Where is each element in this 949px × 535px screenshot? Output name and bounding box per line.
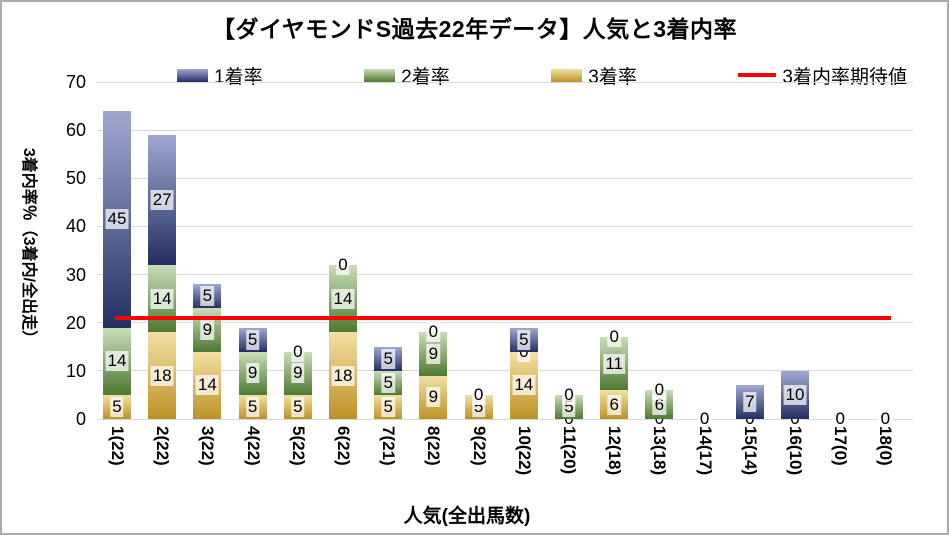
x-category-text: 17(0) xyxy=(831,426,851,466)
y-tick-label: 0 xyxy=(75,409,86,429)
legend-item-3rd-rate: 3着率 xyxy=(551,62,637,89)
data-label-3着率-5(22): 5 xyxy=(291,396,305,417)
x-category-text: 16(10) xyxy=(786,426,805,476)
legend-swatch-3rd-rate-icon xyxy=(551,68,583,82)
data-label-2着率-12(18): 11 xyxy=(603,353,626,374)
gridline-y-70 xyxy=(97,81,913,83)
data-label-1着率-12(18): 0 xyxy=(607,327,621,348)
legend-label-3rd-rate: 3着率 xyxy=(588,66,637,88)
x-category-text: 18(0) xyxy=(876,426,896,466)
x-category-text: 6(22) xyxy=(334,426,353,466)
data-label-3着率-12(18): 6 xyxy=(607,394,621,415)
data-label-1着率-13(18): 0 xyxy=(652,380,667,401)
legend-item-expected-line: 3着内率期待値 xyxy=(738,62,907,89)
data-label-3着率-6(22): 18 xyxy=(331,365,355,386)
gridline-y-50 xyxy=(97,177,913,179)
data-label-1着率-11(20): 0 xyxy=(562,384,576,405)
y-axis-title: 3着内率％（3着内/全出走） xyxy=(20,147,37,347)
data-label-3着率-10(22): 14 xyxy=(512,375,536,396)
legend-label-2nd-rate: 2着率 xyxy=(401,66,450,88)
data-label-1着率-1(22): 45 xyxy=(105,209,129,230)
x-category-text: 7(21) xyxy=(379,426,399,466)
gridline-y-30 xyxy=(97,274,913,276)
legend-swatch-2nd-rate-icon xyxy=(364,68,396,82)
x-category-text: 5(22) xyxy=(288,426,308,466)
x-category-text: 10(22) xyxy=(514,426,534,476)
x-category-text: 2(22) xyxy=(153,426,173,466)
x-category-text: 9(22) xyxy=(469,426,489,466)
data-label-1着率-4(22): 5 xyxy=(245,329,260,350)
data-label-3着率-3(22): 14 xyxy=(195,375,219,396)
y-tick-label: 60 xyxy=(65,120,86,141)
data-label-2着率-3(22): 9 xyxy=(200,319,215,340)
data-label-1着率-6(22): 0 xyxy=(336,254,350,275)
data-label-3着率-1(22): 5 xyxy=(110,396,124,417)
data-label-3着率-8(22): 9 xyxy=(426,387,441,408)
x-category-text: 3(22) xyxy=(198,426,218,466)
expected-value-line xyxy=(115,315,892,320)
data-label-1着率-17(0): 0 xyxy=(833,409,847,429)
x-category-text: 13(18) xyxy=(650,426,670,476)
data-label-3着率-2(22): 18 xyxy=(150,365,174,386)
data-label-2着率-4(22): 9 xyxy=(245,363,260,384)
data-label-2着率-8(22): 9 xyxy=(426,344,441,364)
gridline-y-40 xyxy=(97,225,913,227)
legend-expected-line-icon xyxy=(738,73,777,77)
legend-label-expected-line: 3着内率期待値 xyxy=(782,66,907,88)
y-tick-label: 40 xyxy=(65,216,86,237)
data-label-1着率-10(22): 5 xyxy=(517,329,531,350)
y-tick-label: 50 xyxy=(65,168,86,189)
data-label-1着率-9(22): 0 xyxy=(471,384,486,405)
x-category-text: 4(22) xyxy=(243,426,263,466)
data-label-1着率-8(22): 0 xyxy=(426,322,441,343)
legend-item-1st-rate: 1着率 xyxy=(177,62,263,89)
legend-swatch-1st-rate-icon xyxy=(177,68,208,82)
y-tick-label: 20 xyxy=(65,312,86,333)
x-axis-title: 人気(全出馬数) xyxy=(403,506,531,527)
data-label-1着率-15(14): 7 xyxy=(743,392,757,413)
data-label-2着率-5(22): 9 xyxy=(291,363,305,384)
legend-item-2nd-rate: 2着率 xyxy=(364,62,450,89)
x-category-text: 12(18) xyxy=(605,426,625,476)
data-label-3着率-4(22): 5 xyxy=(245,396,260,417)
legend: 1着率 2着率 3着率 3着内率期待値 xyxy=(177,62,907,88)
data-label-2着率-7(21): 5 xyxy=(381,372,395,393)
x-category-text: 11(20) xyxy=(560,426,579,475)
y-tick-label: 30 xyxy=(65,264,86,285)
data-label-3着率-7(21): 5 xyxy=(381,396,395,417)
y-tick-label: 10 xyxy=(65,360,86,381)
chart-title: 【ダイヤモンドS過去22年データ】人気と3着内率 xyxy=(211,16,738,42)
y-tick-label: 70 xyxy=(65,72,86,92)
gridline-y-0 xyxy=(97,418,913,420)
x-category-text: 8(22) xyxy=(424,426,444,466)
x-category-text: 14(17) xyxy=(695,426,715,476)
data-label-2着率-6(22): 14 xyxy=(331,288,355,309)
x-category-text: 15(14) xyxy=(740,426,760,476)
x-category-label-18(0): 18(0) xyxy=(876,426,935,466)
gridline-y-60 xyxy=(97,129,913,131)
legend-label-1st-rate: 1着率 xyxy=(214,66,263,88)
data-label-1着率-3(22): 5 xyxy=(200,286,215,307)
data-label-1着率-5(22): 0 xyxy=(291,341,305,362)
data-label-1着率-2(22): 27 xyxy=(150,189,174,210)
data-label-2着率-1(22): 14 xyxy=(105,351,129,372)
data-label-1着率-14(17): 0 xyxy=(697,409,712,429)
data-label-1着率-16(10): 10 xyxy=(783,384,807,405)
gridline-y-10 xyxy=(97,370,913,372)
x-category-text: 1(22) xyxy=(108,426,127,466)
data-label-2着率-2(22): 14 xyxy=(150,288,174,309)
data-label-1着率-18(0): 0 xyxy=(878,409,893,429)
data-label-1着率-7(21): 5 xyxy=(381,348,395,369)
gridline-y-20 xyxy=(97,322,913,324)
